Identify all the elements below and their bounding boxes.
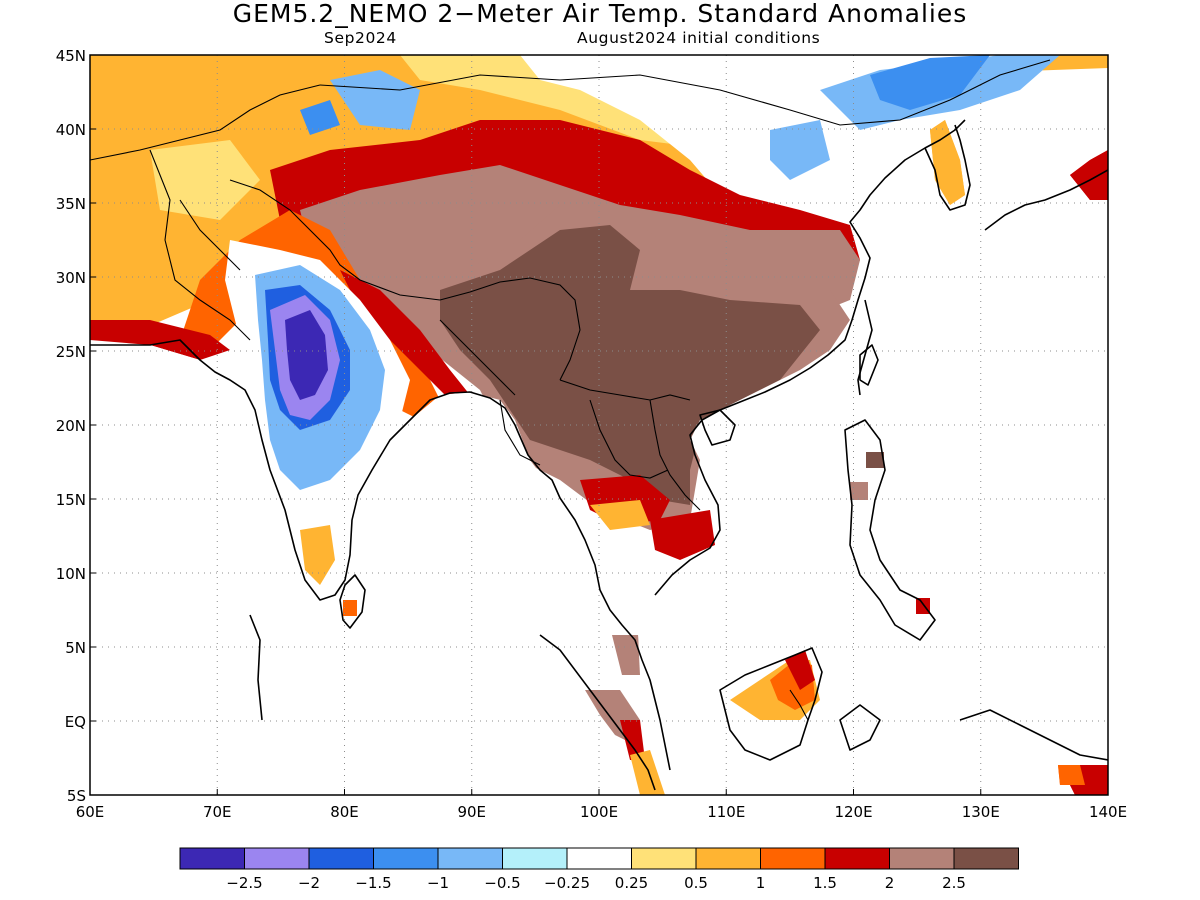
colorbar-swatch [953,847,1019,870]
latitude-tick-label: 30N [56,269,86,287]
colorbar-swatch [695,847,761,870]
latitude-tick-label: 5N [65,639,86,657]
longitude-tick-label: 100E [580,803,618,821]
korea-amber-2 [930,120,965,205]
xinjiang-blue [300,100,340,135]
west-asia-amber [90,55,1108,335]
colorbar-swatch [437,847,503,870]
latitude-tick-label: 40N [56,121,86,139]
longitude-tick-label: 130E [962,803,1000,821]
longitude-tick-label: 120E [834,803,872,821]
colorbar-label: 2 [885,874,895,892]
latitude-tick-label: 45N [56,47,86,65]
colorbar: −2.5 −2 −1.5 −1 −0.5 −0.25 0.25 0.5 1 1.5 2 2.5 [179,847,1019,892]
longitude-tick-label: 140E [1089,803,1127,821]
latitude-tick-label: 15N [56,491,86,509]
borneo-red-2 [785,650,815,690]
anomaly-field [90,55,1108,795]
longitude-axis: 60E 70E 80E 90E 100E 110E 120E 130E 140E [76,789,1127,821]
vietnam-red [650,510,715,560]
colorbar-label: −2 [298,874,320,892]
mongolia-blue [330,70,420,130]
colorbar-swatch [502,847,568,870]
indian-ocean-mask [90,345,680,795]
japan-red-2 [1070,150,1108,200]
colorbar-label: −1.5 [355,874,391,892]
latitude-tick-label: 25N [56,343,86,361]
colorbar-swatch [566,847,632,870]
forecast-month: Sep2024 [324,29,397,47]
latitude-tick-label: 5S [67,787,86,805]
latitude-tick-label: 35N [56,195,86,213]
borneo-cyan-2 [755,730,810,760]
colorbar-swatch [631,847,697,870]
tibet-brown [440,225,820,505]
luzon-brown-2 [866,452,884,468]
latitude-tick-label: 20N [56,417,86,435]
longitude-tick-label: 80E [330,803,359,821]
colorbar-label: −2.5 [226,874,262,892]
luzon-rosy-2 [850,482,868,500]
colorbar-label: 0.5 [684,874,708,892]
sri-lanka-orange-2 [343,600,357,616]
map-title: GEM5.2_NEMO 2−Meter Air Temp. Standard A… [232,0,968,28]
colorbar-label: 0.25 [615,874,648,892]
longitude-tick-label: 90E [457,803,486,821]
manchuria-blue [870,55,990,110]
sumatra-amber-2 [630,750,665,795]
colorbar-label: 1.5 [813,874,837,892]
colorbar-swatch [373,847,439,870]
colorbar-swatch [889,847,955,870]
colorbar-label: −0.5 [484,874,520,892]
north-china-blue [770,120,830,180]
colorbar-label: 2.5 [942,874,966,892]
sumatra-red-2 [620,720,645,760]
colorbar-swatch [824,847,890,870]
latitude-tick-label: 10N [56,565,86,583]
new-guinea-orange-2 [1058,765,1085,785]
arabian-coast-red [90,320,230,360]
longitude-tick-label: 70E [203,803,232,821]
kazakh-yellow [150,140,260,220]
india-core-violet [285,310,328,400]
country-borders [90,59,1051,721]
colorbar-label: −0.25 [544,874,590,892]
gangetic-red [340,270,470,400]
malaya-rosy-2 [612,635,640,675]
pacific-mask [655,175,1108,780]
coastlines [90,119,1108,791]
colorbar-swatch [179,847,245,870]
colorbar-label: −1 [427,874,449,892]
colorbar-swatch [244,847,310,870]
colorbar-label: 1 [756,874,766,892]
latitude-tick-label: EQ [65,713,86,731]
initial-conditions-label: August2024 initial conditions [577,29,821,47]
thailand-amber [590,500,650,530]
longitude-tick-label: 60E [76,803,105,821]
south-india-amber [300,525,335,585]
longitude-tick-label: 110E [707,803,745,821]
latitude-axis: 5S EQ 5N 10N 15N 20N 25N 30N 35N 40N 45N [56,47,96,805]
colorbar-swatch [308,847,374,870]
colorbar-swatch [760,847,826,870]
